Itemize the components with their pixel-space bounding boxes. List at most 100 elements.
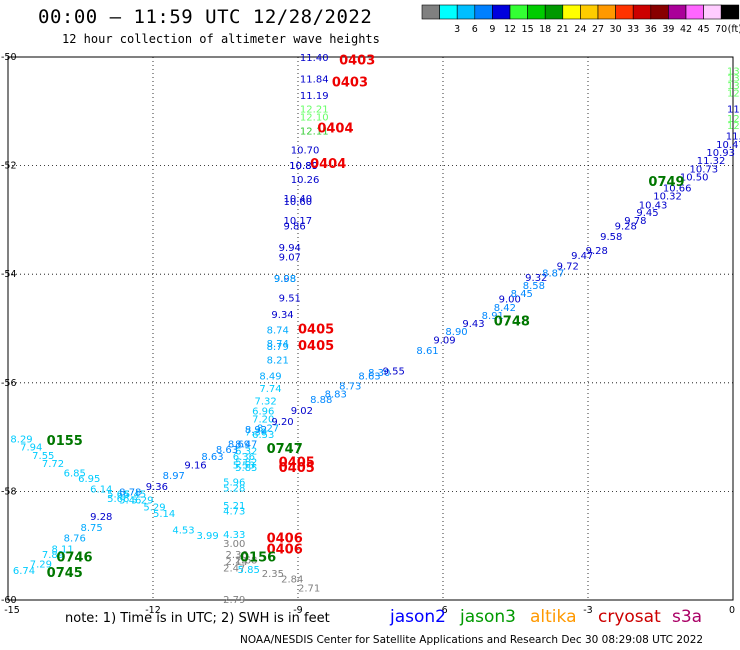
wave-height-label: 8.49 <box>259 372 281 383</box>
x-tick-label: -3 <box>583 605 592 616</box>
page-subtitle: 12 hour collection of altimeter wave hei… <box>62 32 380 46</box>
wave-height-label: 9.00 <box>499 295 521 306</box>
wave-height-label: 8.42 <box>494 303 516 314</box>
wave-height-label: 11.84 <box>300 75 329 86</box>
wave-height-label: 11.88 <box>727 105 740 116</box>
wave-height-label: 8.91 <box>482 311 504 322</box>
color-scale-label: 18 <box>539 24 551 35</box>
wave-height-label: 2.47 <box>223 563 245 574</box>
wave-height-label: 12.86 <box>727 121 740 132</box>
wave-height-label: 2.35 <box>262 569 284 580</box>
wave-height-label: 9.32 <box>525 273 547 284</box>
pass-time-label: 0404 <box>317 122 353 137</box>
wave-height-label: 9.02 <box>291 406 313 417</box>
wave-height-label: 8.30 <box>368 368 390 379</box>
wave-height-label: 4.73 <box>223 506 245 517</box>
pass-time-label: 0749 <box>648 175 684 190</box>
y-tick-label: -58 <box>1 486 17 497</box>
wave-height-label: 8.69 <box>228 440 250 451</box>
satellite-legend-item: jason2 <box>390 607 446 627</box>
wave-height-label: 9.28 <box>90 512 112 523</box>
wave-height-label: 5.66 <box>107 494 129 505</box>
y-tick-label: -54 <box>1 269 17 280</box>
wave-height-label: 7.74 <box>259 384 281 395</box>
wave-height-label: 10.26 <box>291 175 320 186</box>
wave-height-label: 8.76 <box>64 534 86 545</box>
wave-height-label: 5.28 <box>223 484 245 495</box>
color-scale-label: 30 <box>610 24 622 35</box>
color-scale-label: 45 <box>698 24 710 35</box>
wave-height-label: 9.94 <box>279 243 301 254</box>
color-scale-label: 70 <box>715 24 727 35</box>
wave-height-label: 10.32 <box>653 191 682 202</box>
pass-time-label: 0745 <box>47 566 83 581</box>
pass-time-label: 0406 <box>267 542 303 557</box>
wave-height-label: 13.1 <box>727 67 740 78</box>
wave-height-label: 6.95 <box>78 474 100 485</box>
footnote: note: 1) Time is in UTC; 2) SWH is in fe… <box>65 611 330 626</box>
wave-height-label: 13.83 <box>727 74 740 85</box>
wave-height-label: 7.72 <box>42 459 64 470</box>
wave-height-label: 9.08 <box>274 274 296 285</box>
wave-height-label: 2.79 <box>223 595 245 606</box>
wave-height-label: 9.72 <box>557 262 579 273</box>
color-scale-label: 15 <box>522 24 534 35</box>
wave-height-label: 2.36 <box>226 550 248 561</box>
wave-height-label: 13.71 <box>727 81 740 92</box>
y-tick-label: -60 <box>1 595 17 606</box>
satellite-legend-item: jason3 <box>460 607 516 627</box>
color-scale-label: 33 <box>627 24 639 35</box>
wave-height-label: 12.46 <box>727 114 740 125</box>
wave-height-label: 9.98 <box>274 274 296 285</box>
pass-time-label: 0406 <box>267 532 303 547</box>
wave-height-label: 3.99 <box>197 531 219 542</box>
wave-height-label: 10.93 <box>706 148 735 159</box>
color-scale-label: 24 <box>574 24 586 35</box>
wave-height-label: 10.70 <box>291 145 320 156</box>
wave-height-label: 8.47 <box>235 440 257 451</box>
y-tick-label: -50 <box>1 52 17 63</box>
pass-time-label: 0405 <box>279 461 315 476</box>
wave-height-label: 5.85 <box>238 565 260 576</box>
color-scale-label: 27 <box>592 24 604 35</box>
wave-height-label: 8.74 <box>267 339 289 350</box>
wave-height-label: 8.11 <box>52 544 74 555</box>
wave-height-label: 7.29 <box>30 560 52 571</box>
pass-time-label: 0405 <box>279 456 315 471</box>
wave-height-label: 10.60 <box>284 197 313 208</box>
wave-height-label: 8.88 <box>310 395 332 406</box>
y-tick-label: -52 <box>1 161 17 172</box>
color-scale-unit: (ft) <box>728 24 740 35</box>
wave-height-label: 5.14 <box>153 509 175 520</box>
satellite-legend-item: altika <box>530 607 577 627</box>
wave-height-label: 10.73 <box>690 164 719 175</box>
wave-height-label: 6.53 <box>252 430 274 441</box>
pass-time-label: 0747 <box>267 442 303 457</box>
wave-height-label: 9.86 <box>284 221 306 232</box>
wave-height-label: 10.40 <box>284 194 313 205</box>
credit-line: NOAA/NESDIS Center for Satellite Applica… <box>240 634 704 646</box>
wave-height-label: 8.63 <box>201 452 223 463</box>
pass-time-label: 0403 <box>332 75 368 90</box>
wave-height-label: 10.66 <box>663 183 692 194</box>
wave-height-label: 3.00 <box>223 539 245 550</box>
wave-height-label: 11.32 <box>697 156 726 167</box>
wave-height-label: 6.36 <box>233 452 255 463</box>
color-scale-label: 3 <box>454 24 460 35</box>
wave-height-label: 12.10 <box>300 113 329 124</box>
wave-height-label: 8.90 <box>445 327 467 338</box>
wave-height-label: 2.84 <box>281 574 303 585</box>
color-scale-label: 21 <box>557 24 569 35</box>
wave-height-label: 8.78 <box>119 487 141 498</box>
wave-height-label: 8.63 <box>216 445 238 456</box>
wave-height-label: 11.40 <box>300 53 329 64</box>
wave-height-label: 5.29 <box>131 496 153 507</box>
wave-height-label: 12.11 <box>300 126 329 137</box>
color-scale-label: 9 <box>489 24 495 35</box>
wave-height-label: 10.43 <box>639 201 668 212</box>
wave-height-label: 9.16 <box>184 460 206 471</box>
pass-time-label: 0156 <box>240 551 276 566</box>
wave-height-label: 10.50 <box>680 172 709 183</box>
